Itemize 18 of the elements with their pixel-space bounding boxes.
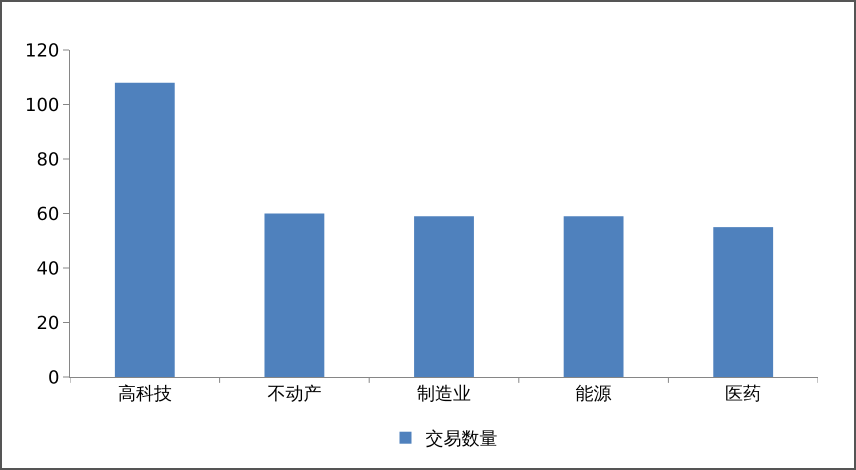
bar: [114, 82, 175, 377]
y-tick-label: 40: [36, 258, 60, 280]
bar: [713, 227, 774, 377]
bar: [564, 216, 624, 377]
y-tick-label: 120: [25, 40, 60, 62]
y-tick-label: 80: [36, 149, 60, 170]
x-tick-label: 不动产: [267, 384, 322, 405]
x-tick-label: 高科技: [118, 384, 172, 405]
x-tick-label: 制造业: [417, 384, 471, 405]
bar: [264, 214, 324, 377]
y-tick-label: 60: [36, 204, 60, 225]
legend-label: 交易数量: [426, 428, 498, 450]
y-tick-label: 20: [36, 312, 60, 334]
bar: [414, 216, 474, 377]
x-tick-label: 能源: [576, 384, 612, 405]
x-tick-label: 医药: [725, 384, 762, 405]
y-tick-label: 0: [48, 367, 60, 388]
y-tick-label: 100: [25, 94, 60, 116]
